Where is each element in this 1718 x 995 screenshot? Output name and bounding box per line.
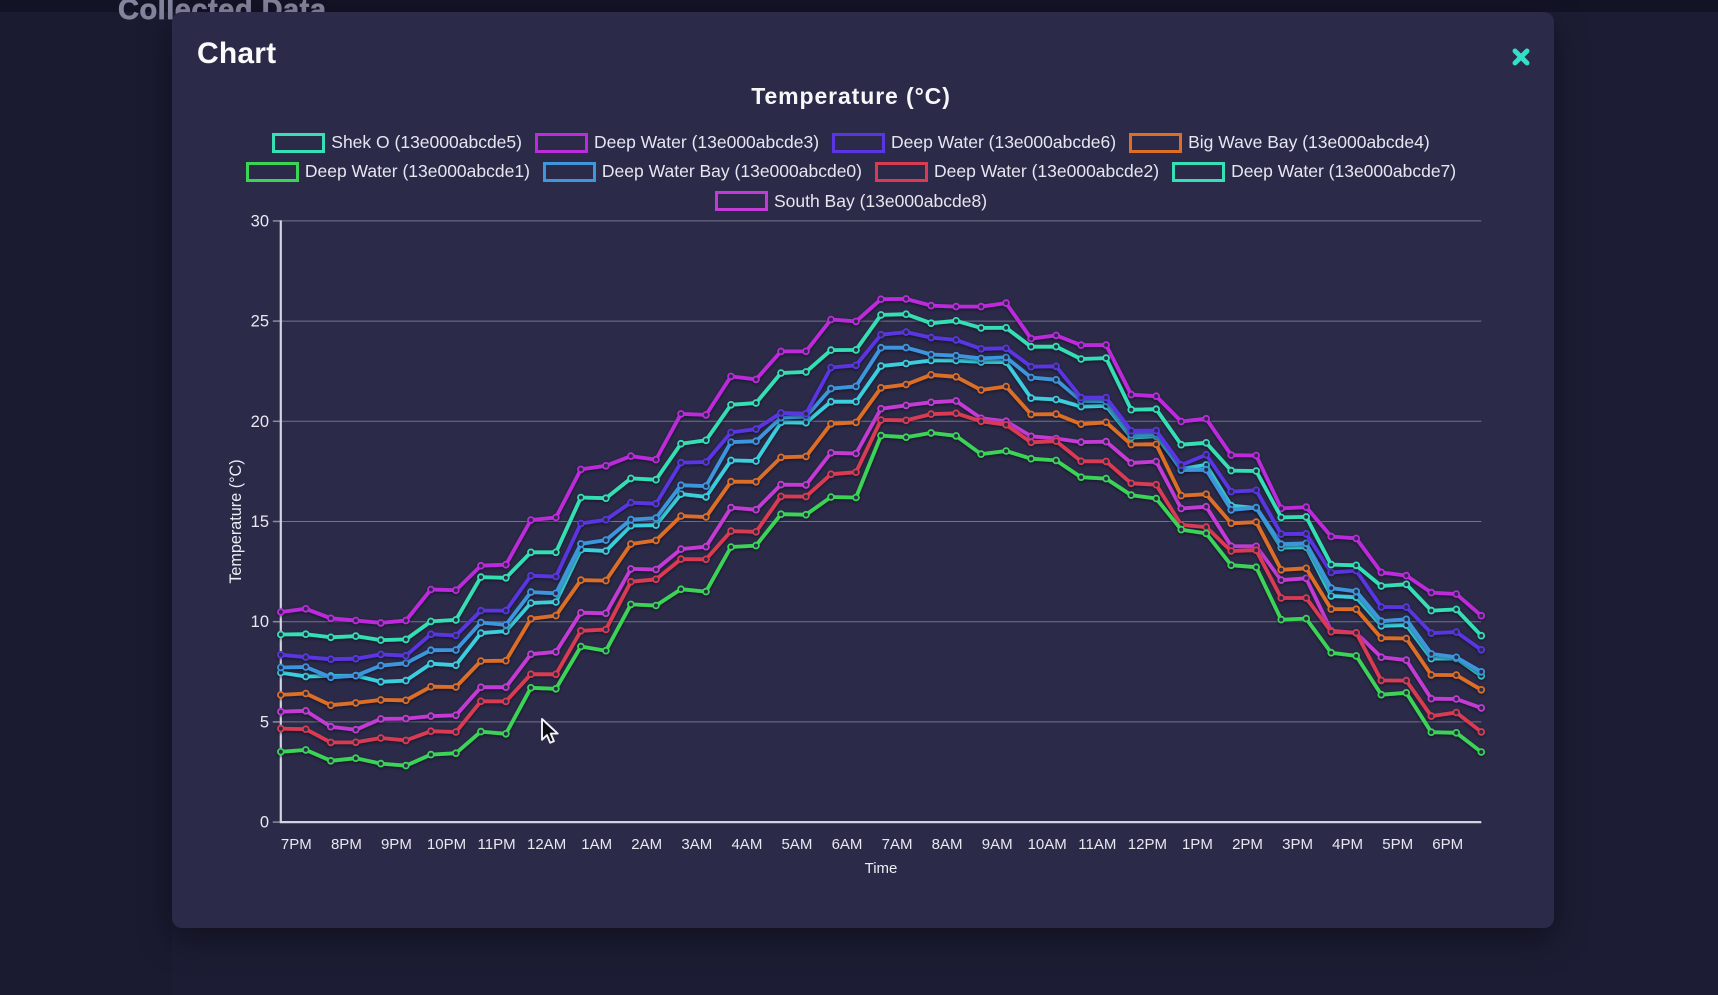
svg-text:8PM: 8PM xyxy=(331,836,362,853)
svg-text:30: 30 xyxy=(251,212,269,230)
svg-text:7PM: 7PM xyxy=(281,836,312,853)
svg-text:6AM: 6AM xyxy=(832,836,863,853)
svg-text:12AM: 12AM xyxy=(527,836,566,853)
svg-text:9PM: 9PM xyxy=(381,836,412,853)
svg-text:2AM: 2AM xyxy=(631,836,662,853)
svg-text:20: 20 xyxy=(251,412,269,430)
svg-text:1PM: 1PM xyxy=(1182,836,1213,853)
svg-text:25: 25 xyxy=(251,312,269,330)
svg-text:10AM: 10AM xyxy=(1028,836,1067,853)
svg-text:4PM: 4PM xyxy=(1332,836,1363,853)
svg-text:2PM: 2PM xyxy=(1232,836,1263,853)
svg-text:10PM: 10PM xyxy=(427,836,466,853)
svg-text:15: 15 xyxy=(251,513,269,531)
svg-text:5PM: 5PM xyxy=(1382,836,1413,853)
svg-text:8AM: 8AM xyxy=(932,836,963,853)
svg-text:0: 0 xyxy=(260,813,269,831)
svg-text:3AM: 3AM xyxy=(681,836,712,853)
svg-text:5AM: 5AM xyxy=(781,836,812,853)
svg-text:5: 5 xyxy=(260,713,269,731)
svg-text:10: 10 xyxy=(251,613,269,631)
svg-text:11PM: 11PM xyxy=(478,836,516,853)
svg-text:9AM: 9AM xyxy=(982,836,1013,853)
svg-text:Temperature (°C): Temperature (°C) xyxy=(227,459,245,583)
svg-text:3PM: 3PM xyxy=(1282,836,1313,853)
svg-text:12PM: 12PM xyxy=(1128,836,1167,853)
svg-text:1AM: 1AM xyxy=(581,836,612,853)
svg-text:Time: Time xyxy=(865,860,898,877)
svg-text:4AM: 4AM xyxy=(731,836,762,853)
svg-text:11AM: 11AM xyxy=(1078,836,1116,853)
svg-text:7AM: 7AM xyxy=(882,836,913,853)
svg-text:6PM: 6PM xyxy=(1432,836,1463,853)
